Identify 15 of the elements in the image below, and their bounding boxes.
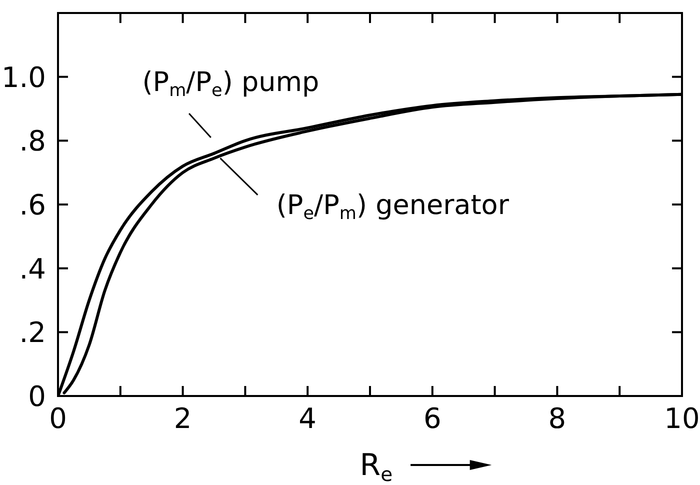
x-tick-label: 8 (548, 402, 566, 435)
y-tick-label: 1.0 (1, 60, 46, 94)
x-tick-label: 4 (298, 402, 317, 435)
series-label: (P$_{e}$/P$_{m}$) generator (276, 190, 510, 224)
x-axis-title: R$_{e}$ (360, 448, 393, 485)
x-tick-label: 0 (49, 402, 67, 435)
y-tick-label: .6 (19, 188, 46, 222)
y-tick-label: .8 (19, 124, 46, 158)
x-tick-label: 2 (174, 402, 192, 435)
y-tick-label: .2 (19, 316, 46, 350)
x-tick-label: 10 (664, 402, 700, 435)
series-label: (P$_{m}$/P$_{e}$) pump (142, 67, 320, 102)
x-tick-label: 6 (423, 402, 442, 435)
y-tick-label: .4 (19, 252, 46, 286)
y-tick-label: 0 (28, 380, 46, 413)
